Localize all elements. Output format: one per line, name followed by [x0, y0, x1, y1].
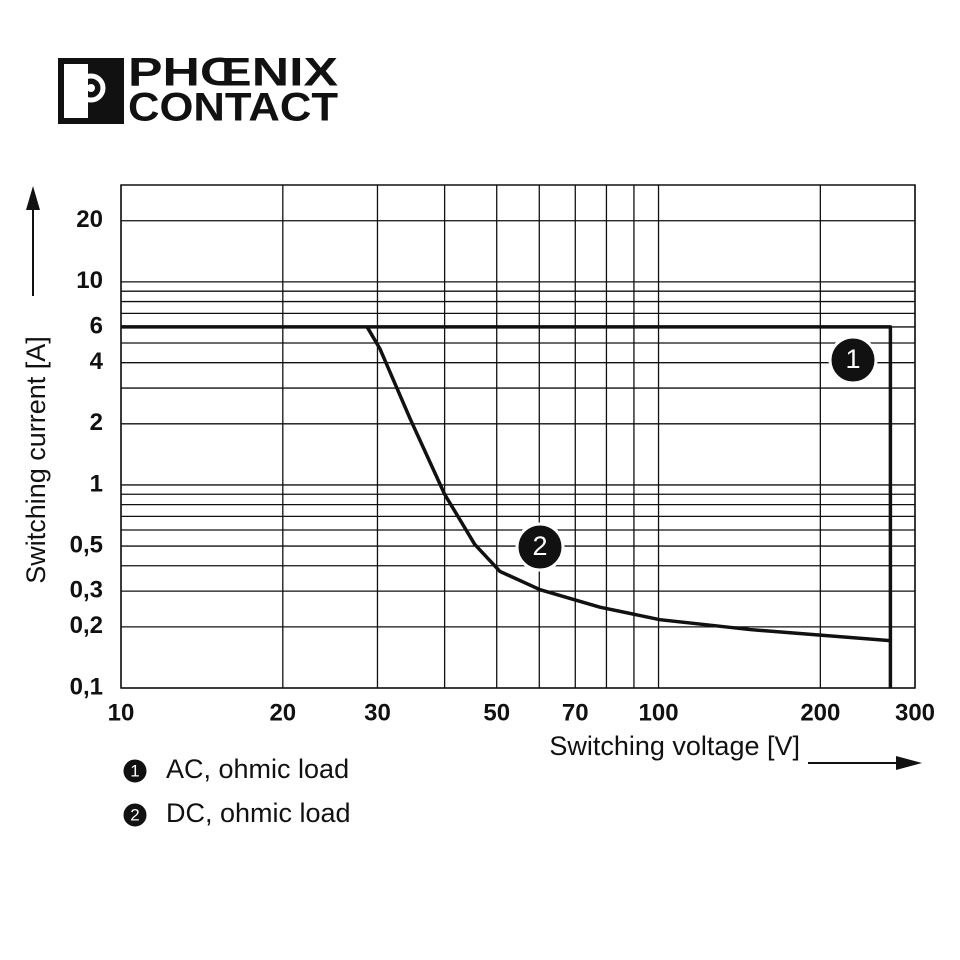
series-line [365, 326, 891, 643]
x-tick-label: 200 [800, 699, 840, 726]
x-tick-label: 50 [483, 699, 510, 726]
badge-circle [828, 335, 878, 385]
badge-number: 1 [845, 344, 860, 374]
x-tick-label: 10 [108, 699, 135, 726]
x-tick-label: 70 [562, 699, 589, 726]
badge-number: 2 [532, 531, 547, 561]
y-tick-label: 0,3 [70, 576, 103, 603]
x-tick-label: 100 [639, 699, 679, 726]
y-arrow [26, 186, 40, 296]
logo: PHŒNIX CONTACT [58, 51, 338, 130]
x-tick-label: 300 [895, 699, 935, 726]
x-axis-label: Switching voltage [V] [549, 731, 800, 761]
legend-label: AC, ohmic load [166, 754, 349, 784]
series-tag: 2 [515, 522, 565, 572]
y-tick-label: 10 [76, 267, 103, 294]
x-arrow-head [896, 756, 922, 770]
logo-line-2: CONTACT [128, 86, 338, 130]
x-tick-label: 20 [269, 699, 296, 726]
logo-icon-dot [87, 84, 95, 92]
logo-icon-cut [64, 64, 88, 118]
y-tick-label: 1 [90, 470, 103, 497]
legend-badge: 2 [120, 800, 150, 830]
plot-frame [120, 184, 916, 689]
y-axis-label: Switching current [A] [21, 336, 51, 584]
badge-number: 2 [130, 805, 139, 824]
y-tick-label: 4 [90, 348, 104, 375]
logo-icon-ring [76, 73, 106, 103]
legend-label: DC, ohmic load [166, 798, 351, 828]
badge-circle [515, 522, 565, 572]
legend-badge: 1 [120, 756, 150, 786]
y-tick-label: 0,1 [70, 673, 103, 700]
badge-circle [120, 756, 150, 786]
y-arrow-head [26, 186, 40, 210]
y-tick-label: 0,5 [70, 531, 103, 558]
logo-line-1: PHŒNIX [128, 51, 338, 95]
grid [120, 185, 916, 689]
series-tag: 1 [828, 335, 878, 385]
series-line [121, 325, 893, 688]
chart: Switching current [A] Switching voltage … [21, 184, 922, 770]
badge-number: 1 [130, 761, 139, 780]
y-tick-label: 0,2 [70, 612, 103, 639]
x-arrow [808, 756, 922, 770]
badge-circle [120, 800, 150, 830]
y-tick-label: 2 [90, 409, 103, 436]
y-tick-label: 6 [90, 312, 103, 339]
y-tick-label: 20 [76, 206, 103, 233]
x-tick-label: 30 [364, 699, 391, 726]
